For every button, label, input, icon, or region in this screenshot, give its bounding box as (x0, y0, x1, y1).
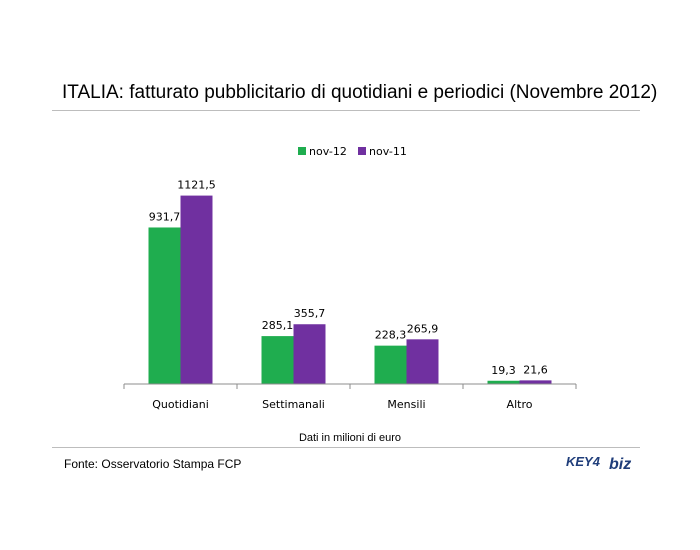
category-labels: Quotidiani Settimanali Mensili Altro (152, 398, 532, 411)
legend-label-nov-12: nov-12 (309, 145, 347, 158)
data-label-altro-nov-12: 19,3 (491, 364, 516, 377)
data-label-quotidiani-nov-11: 1121,5 (177, 179, 216, 192)
title-divider (52, 110, 640, 111)
data-label-mensili-nov-11: 265,9 (407, 322, 439, 335)
chart-title: ITALIA: fatturato pubblicitario di quoti… (62, 82, 658, 103)
data-label-settimanali-nov-11: 355,7 (294, 307, 326, 320)
legend: nov-12 nov-11 (298, 145, 407, 158)
category-label-mensili: Mensili (387, 398, 425, 411)
bar-mensili-nov-12 (374, 345, 407, 384)
logo-text-right: biz (609, 456, 631, 473)
bar-settimanali-nov-12 (261, 336, 294, 384)
data-label-altro-nov-11: 21,6 (523, 363, 548, 376)
logo-text-left: KEY4 (566, 454, 601, 469)
category-label-altro: Altro (507, 398, 533, 411)
bar-quotidiani-nov-12 (148, 227, 181, 384)
legend-label-nov-11: nov-11 (369, 145, 407, 158)
bar-quotidiani-nov-11 (180, 195, 213, 384)
bar-settimanali-nov-11 (293, 324, 326, 384)
legend-swatch-nov-11 (358, 147, 366, 155)
x-axis-ticks (123, 384, 577, 389)
bar-mensili-nov-11 (406, 339, 439, 384)
category-label-settimanali: Settimanali (262, 398, 325, 411)
bar-altro-nov-11 (519, 380, 552, 384)
x-axis-title: Dati in milioni di euro (298, 432, 402, 444)
data-label-settimanali-nov-12: 285,1 (262, 319, 294, 332)
bar-altro-nov-12 (487, 380, 520, 384)
key4biz-logo: KEY4 biz (566, 454, 631, 473)
source-note: Fonte: Osservatorio Stampa FCP (64, 457, 242, 471)
legend-swatch-nov-12 (298, 147, 306, 155)
footer-divider (52, 447, 640, 448)
data-label-quotidiani-nov-12: 931,7 (149, 210, 181, 223)
bars-group (148, 195, 552, 384)
data-label-mensili-nov-12: 228,3 (375, 329, 407, 342)
category-label-quotidiani: Quotidiani (152, 398, 209, 411)
